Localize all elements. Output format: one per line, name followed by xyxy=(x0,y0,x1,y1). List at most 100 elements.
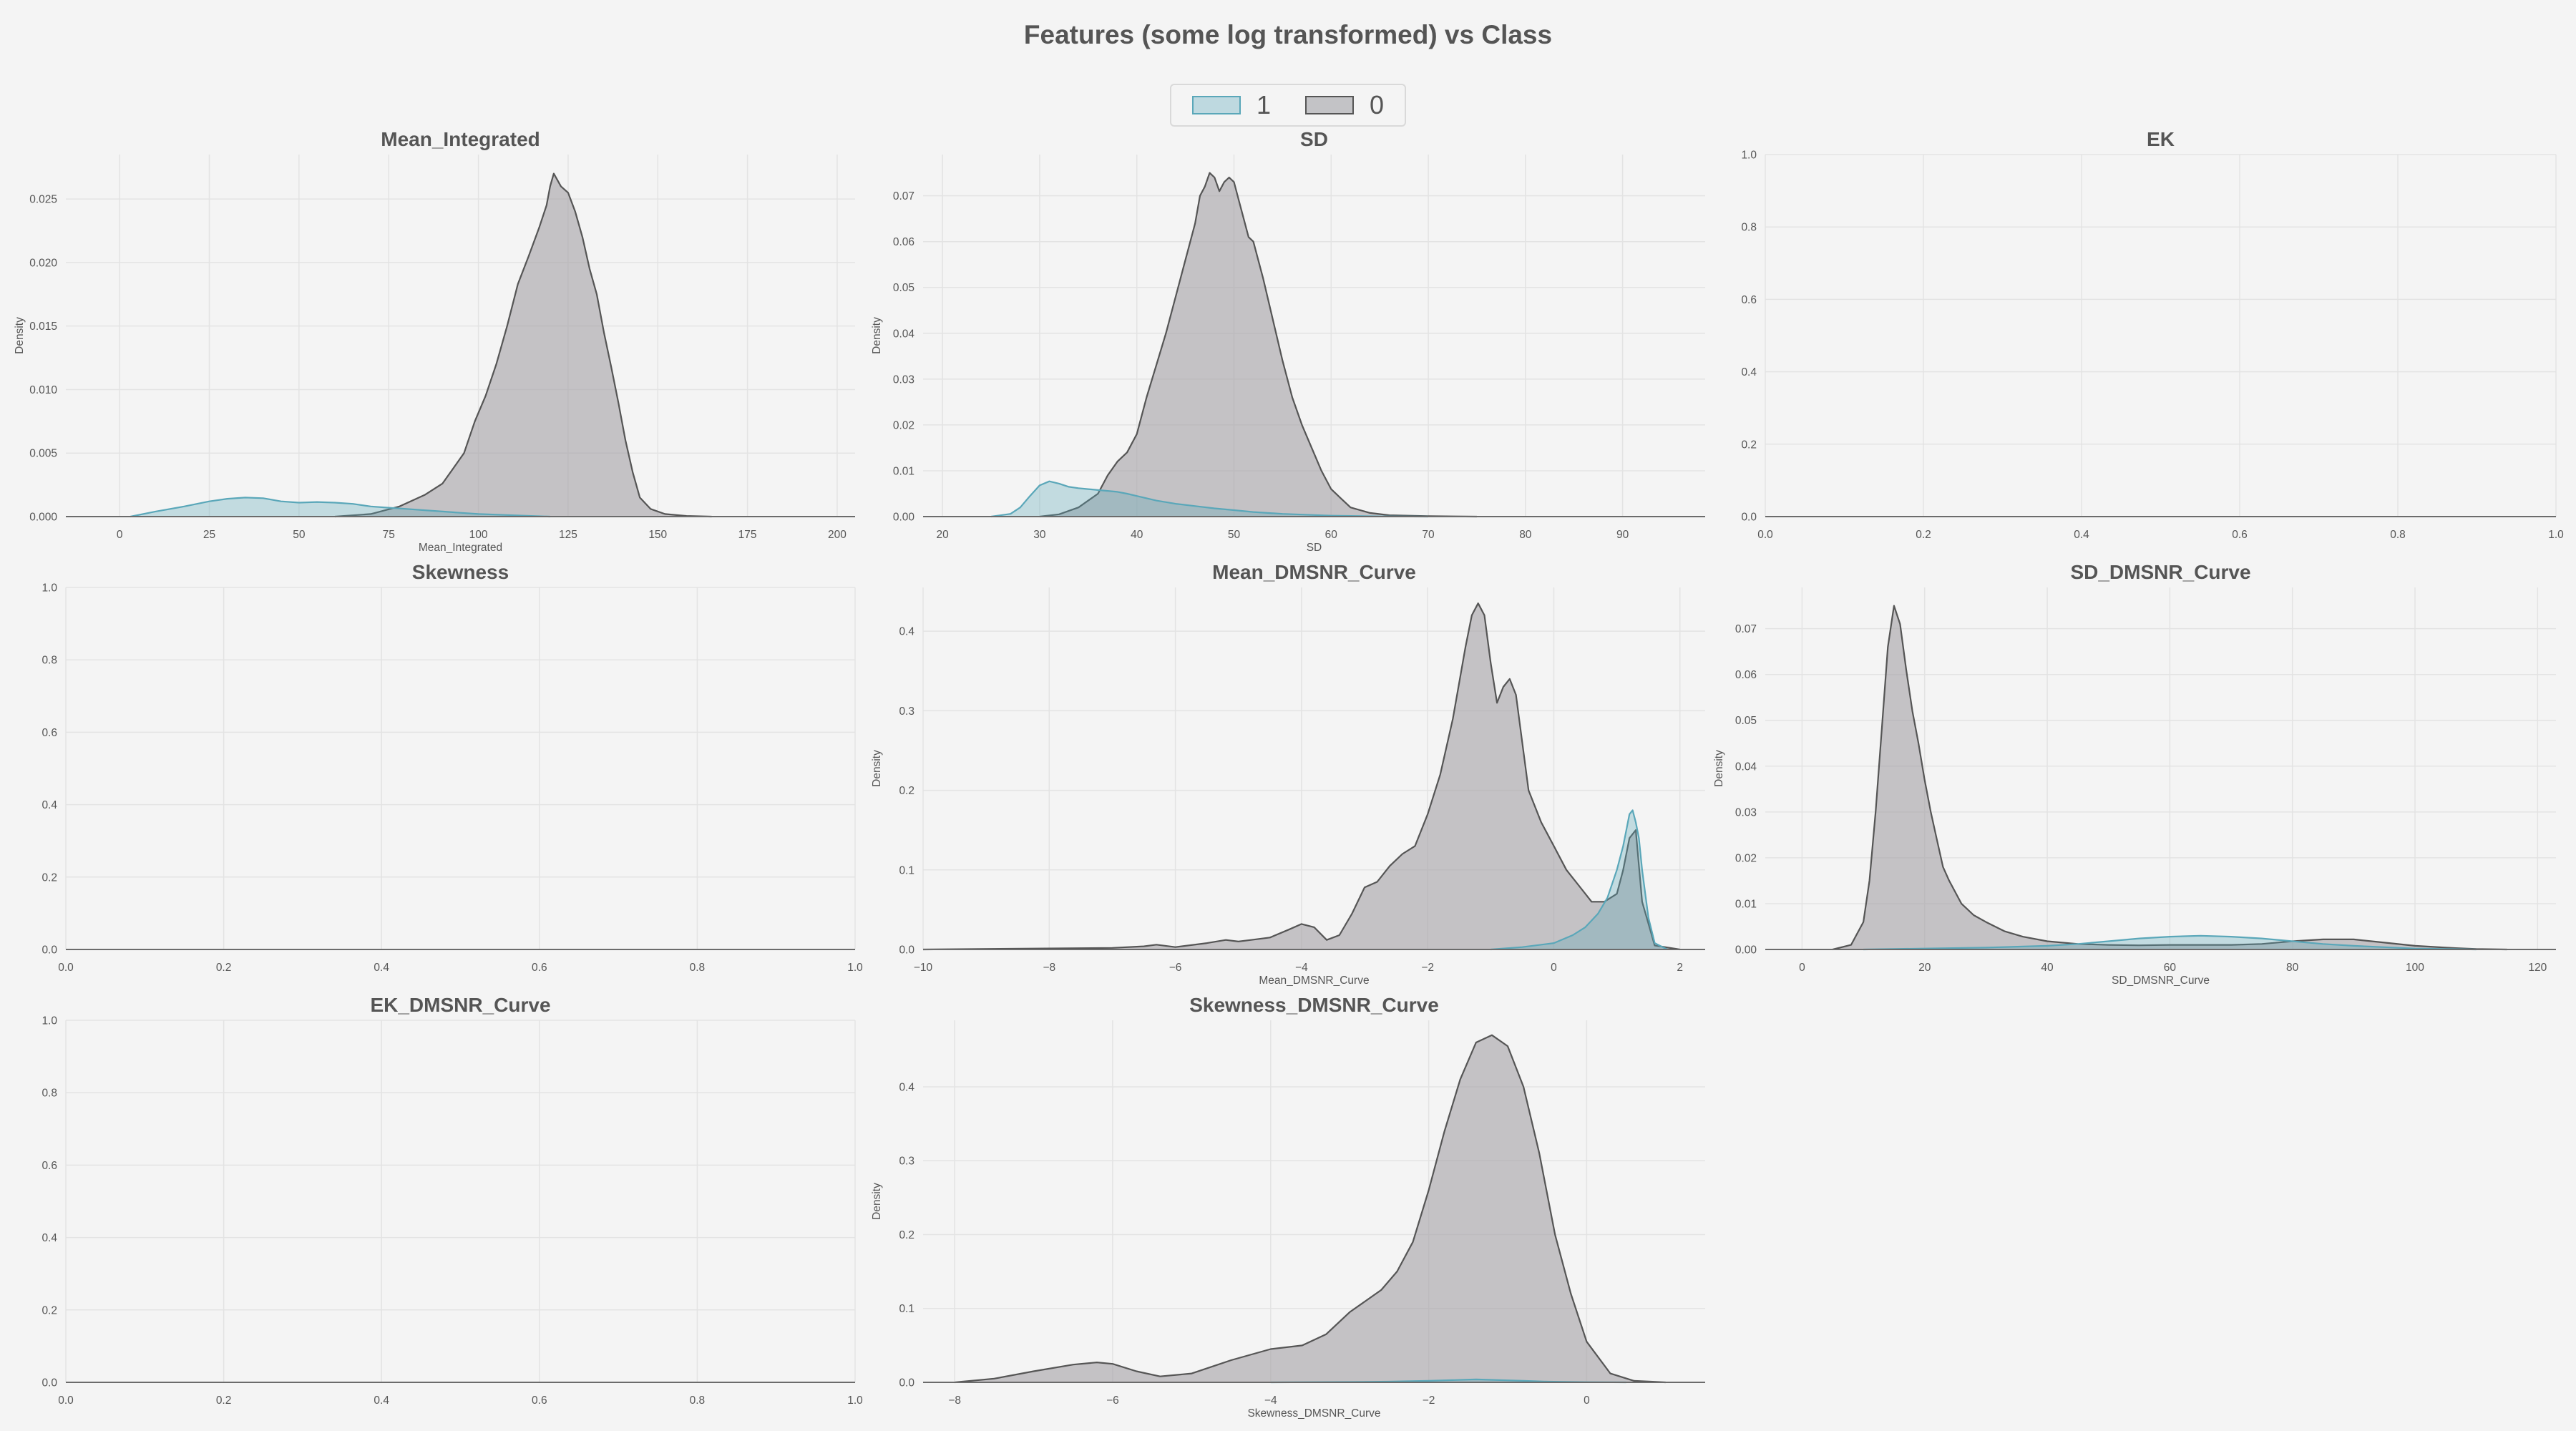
x-tick-label: 20 xyxy=(937,529,950,541)
x-tick-label: 0 xyxy=(1584,1395,1590,1407)
y-tick-label: 0.07 xyxy=(1735,623,1757,635)
x-axis-label: Mean_Integrated xyxy=(419,542,502,554)
x-tick-label: 150 xyxy=(648,529,667,541)
x-tick-label: 2 xyxy=(1677,962,1683,974)
y-tick-label: 0.4 xyxy=(42,1232,57,1244)
density-area-class-0 xyxy=(923,603,1680,949)
density-area-class-0 xyxy=(955,1035,1666,1382)
x-tick-label: 0.0 xyxy=(1757,529,1773,541)
subplot-skewness-dmsnr-curve: −8 −6 −4 −2 0 0.0 0.1 0.2 0.3 0.4 Skewness_DMSNR_C… xyxy=(871,994,1705,1420)
y-tick-label: 0.6 xyxy=(1741,294,1757,306)
subplot-title: Skewness xyxy=(412,561,509,583)
y-tick-label: 0.00 xyxy=(1735,944,1757,957)
y-axis-label: Density xyxy=(871,1183,883,1220)
x-tick-label: 0.2 xyxy=(216,1395,232,1407)
y-tick-label: 0.2 xyxy=(899,1229,914,1241)
x-tick-label: 80 xyxy=(2286,962,2299,974)
subplot-sd: 20 30 40 50 60 70 80 90 0.00 0.01 0.02 0.03 0.04 0.05… xyxy=(871,128,1705,554)
x-tick-label: 70 xyxy=(1422,529,1435,541)
x-tick-label: 90 xyxy=(1616,529,1629,541)
x-tick-label: 0.4 xyxy=(374,1395,389,1407)
y-tick-label: 1.0 xyxy=(42,582,57,595)
y-tick-label: 0.8 xyxy=(1741,222,1757,234)
density-line-class-1 xyxy=(130,497,550,518)
y-tick-label: 0.01 xyxy=(1735,898,1757,910)
x-tick-label: 1.0 xyxy=(847,1395,863,1407)
x-tick-label: −2 xyxy=(1421,962,1434,974)
y-tick-label: 0.4 xyxy=(899,626,914,638)
y-tick-label: 0.015 xyxy=(29,321,57,333)
y-tick-label: 0.00 xyxy=(893,512,915,524)
x-tick-label: 50 xyxy=(293,529,306,541)
y-tick-label: 0.010 xyxy=(29,384,57,396)
y-tick-label: 0.6 xyxy=(42,1160,57,1172)
density-line-class-1 xyxy=(990,480,1429,518)
y-tick-label: 0.0 xyxy=(42,944,57,957)
subplot-ek: 0.0 0.2 0.4 0.6 0.8 1.0 0.0 0.2 0.4 0.6 0.8 1.0 EK xyxy=(1741,128,2564,541)
x-axis-label: SD xyxy=(1307,542,1322,554)
y-tick-label: 0.000 xyxy=(29,512,57,524)
x-tick-label: 40 xyxy=(2041,962,2054,974)
legend-entry-class-1: 1 xyxy=(1191,90,1271,120)
x-tick-label: 0.6 xyxy=(532,1395,547,1407)
x-tick-label: −6 xyxy=(1106,1395,1119,1407)
y-tick-label: 0.03 xyxy=(893,373,914,386)
y-tick-label: 0.4 xyxy=(899,1081,914,1093)
x-tick-label: −10 xyxy=(914,962,933,974)
subplot-title: SD xyxy=(1300,128,1328,150)
y-tick-label: 0.2 xyxy=(1741,439,1757,451)
y-tick-label: 0.1 xyxy=(899,1303,914,1315)
density-area-class-0 xyxy=(1039,172,1477,517)
x-tick-label: −8 xyxy=(1043,962,1055,974)
subplot-title: Mean_DMSNR_Curve xyxy=(1212,561,1416,583)
density-line-class-0 xyxy=(1832,605,2507,951)
x-tick-label: 0.2 xyxy=(1916,529,1931,541)
y-tick-label: 0.6 xyxy=(42,727,57,739)
x-tick-label: 80 xyxy=(1519,529,1532,541)
subplot-mean-dmsnr-curve: −10 −8 −6 −4 −2 0 2 0.0 0.1 0.2 0.3 0.4 Mean_DMSNR_C… xyxy=(871,561,1705,987)
figure-title: Features (some log transformed) vs Class xyxy=(1023,20,1553,49)
subplot-sd-dmsnr-curve: 0 20 40 60 80 100 120 0.00 0.01 0.02 0.03 0.04 0.05 0… xyxy=(1713,561,2556,987)
y-tick-label: 0.3 xyxy=(899,705,914,718)
legend-swatch-class-1 xyxy=(1191,96,1241,114)
x-tick-label: 25 xyxy=(203,529,215,541)
y-tick-label: 0.2 xyxy=(42,871,57,884)
x-tick-label: 20 xyxy=(1918,962,1931,974)
subplot-title: EK_DMSNR_Curve xyxy=(370,994,550,1016)
subplot-skewness: 0.0 0.2 0.4 0.6 0.8 1.0 0.0 0.2 0.4 0.6 0.8 1.0 Skew… xyxy=(42,561,863,974)
y-tick-label: 0.05 xyxy=(1735,715,1757,727)
x-axis-label: Skewness_DMSNR_Curve xyxy=(1247,1407,1380,1420)
subplot-title: EK xyxy=(2147,128,2175,150)
y-tick-label: 0.3 xyxy=(899,1156,914,1168)
y-tick-label: 1.0 xyxy=(42,1015,57,1027)
legend-label-class-1: 1 xyxy=(1256,90,1271,119)
x-tick-label: 1.0 xyxy=(2548,529,2564,541)
y-tick-label: 0.0 xyxy=(42,1377,57,1390)
x-tick-label: −4 xyxy=(1264,1395,1277,1407)
x-tick-label: 120 xyxy=(2528,962,2547,974)
y-tick-label: 0.4 xyxy=(1741,366,1757,378)
x-axis-label: SD_DMSNR_Curve xyxy=(2112,975,2210,987)
x-tick-label: 0 xyxy=(117,529,123,541)
x-tick-label: 50 xyxy=(1228,529,1241,541)
x-tick-label: −6 xyxy=(1169,962,1182,974)
subplot-title: Mean_Integrated xyxy=(381,128,540,150)
x-tick-label: 0.0 xyxy=(58,1395,74,1407)
density-line-class-0 xyxy=(334,172,712,518)
subplot-mean-integrated: 0 25 50 75 100 125 150 175 200 0.000 0.005 0.010 0.0… xyxy=(14,128,855,554)
y-tick-label: 0.0 xyxy=(1741,512,1757,524)
y-tick-label: 0.020 xyxy=(29,257,57,269)
density-area-class-1 xyxy=(1491,810,1668,949)
density-line-class-0 xyxy=(955,1034,1666,1384)
y-tick-label: 0.01 xyxy=(893,465,914,477)
y-tick-label: 0.2 xyxy=(899,785,914,797)
x-tick-label: −4 xyxy=(1295,962,1308,974)
y-tick-label: 0.1 xyxy=(899,864,914,876)
x-tick-label: 0.2 xyxy=(216,962,232,974)
y-tick-label: 0.05 xyxy=(893,282,914,294)
legend-swatch-class-0 xyxy=(1305,96,1354,114)
x-tick-label: 0.8 xyxy=(690,962,706,974)
density-area-class-0 xyxy=(1833,605,2507,949)
x-tick-label: 0.6 xyxy=(2232,529,2248,541)
